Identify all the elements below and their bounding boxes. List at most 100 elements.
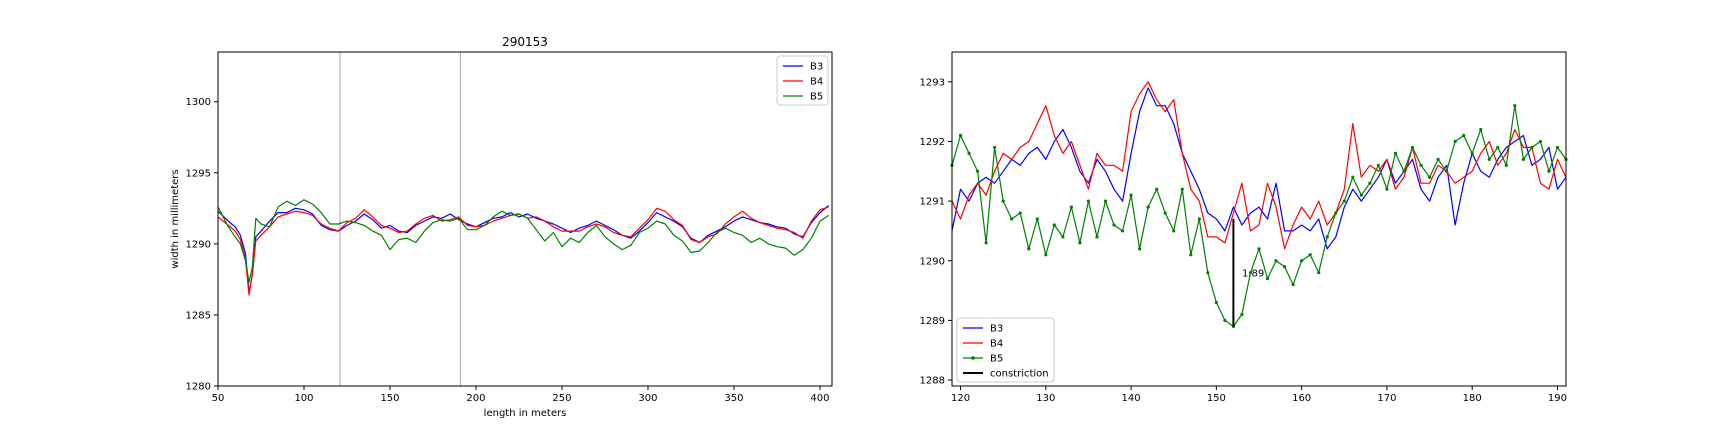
series-point-b5 bbox=[1291, 283, 1295, 287]
series-point-b5 bbox=[1427, 175, 1432, 179]
series-point-b5 bbox=[1368, 181, 1372, 185]
series-point-b5 bbox=[1521, 157, 1525, 161]
x-tick-label: 200 bbox=[466, 393, 485, 404]
y-axis-label: width in millimeters bbox=[170, 169, 181, 268]
series-point-b5 bbox=[1462, 133, 1466, 138]
series-point-b5 bbox=[1419, 163, 1423, 167]
series-point-b5 bbox=[1001, 199, 1005, 203]
series-point-b5 bbox=[1282, 265, 1287, 269]
series-point-b5 bbox=[1325, 235, 1329, 239]
series-point-b5 bbox=[1308, 253, 1312, 257]
series-point-b5 bbox=[1018, 211, 1022, 215]
series-point-b5 bbox=[1044, 253, 1048, 257]
axes-frame bbox=[951, 51, 1567, 387]
series-point-b5 bbox=[1052, 223, 1056, 227]
series-point-b5 bbox=[1334, 211, 1338, 215]
series-point-b5 bbox=[1257, 247, 1261, 251]
series-point-b5 bbox=[1010, 217, 1014, 221]
series-point-b5 bbox=[1086, 199, 1091, 203]
series-point-b5 bbox=[1197, 217, 1201, 221]
y-tick-label: 1291 bbox=[920, 197, 945, 208]
x-tick-label: 400 bbox=[810, 393, 829, 404]
series-point-b5 bbox=[1342, 199, 1346, 203]
y-tick-label: 1295 bbox=[186, 168, 211, 179]
series-point-b5 bbox=[1538, 139, 1543, 144]
x-tick-label: 190 bbox=[1548, 393, 1567, 404]
series-point-b5 bbox=[1359, 193, 1363, 197]
series-point-b5 bbox=[1103, 199, 1108, 203]
y-tick-label: 1290 bbox=[920, 256, 945, 267]
series-line-b5 bbox=[951, 105, 1567, 327]
series-point-b5 bbox=[1172, 229, 1176, 233]
series-point-b5 bbox=[1453, 139, 1457, 144]
x-tick-label: 140 bbox=[1122, 393, 1141, 404]
x-tick-label: 50 bbox=[212, 393, 225, 404]
series-point-b5 bbox=[1410, 145, 1415, 150]
series-point-b5 bbox=[1513, 104, 1517, 108]
y-tick-label: 1300 bbox=[186, 97, 211, 108]
left-chart-panel: 50 100 150 200 250 300 350 400 1280 1285 1290 1295 1… bbox=[170, 35, 833, 419]
series-point-b5 bbox=[975, 169, 980, 173]
chart-title: 290153 bbox=[502, 35, 548, 49]
series-point-b5 bbox=[1078, 241, 1082, 245]
series-point-b5 bbox=[1555, 145, 1560, 150]
x-tick-label: 120 bbox=[951, 393, 970, 404]
series-point-b5 bbox=[1376, 163, 1380, 167]
legend-label-b4: B4 bbox=[810, 77, 823, 88]
series-point-b5 bbox=[1138, 247, 1142, 251]
legend-label-constriction: constriction bbox=[990, 369, 1049, 380]
y-tick-label: 1290 bbox=[186, 239, 211, 250]
series-point-b5 bbox=[1155, 187, 1159, 191]
y-tick-label: 1280 bbox=[186, 382, 211, 393]
series-point-b5 bbox=[1547, 169, 1551, 173]
constriction-annotation: 1.89 bbox=[1242, 269, 1264, 280]
x-axis-label: length in meters bbox=[484, 408, 567, 419]
series-point-b5 bbox=[1274, 259, 1278, 263]
x-tick-label: 350 bbox=[724, 393, 743, 404]
series-point-b5 bbox=[967, 151, 971, 155]
series-point-b5 bbox=[1385, 187, 1389, 191]
y-tick-label: 1293 bbox=[920, 77, 945, 88]
x-tick-label: 160 bbox=[1292, 393, 1311, 404]
series-point-b5 bbox=[993, 145, 997, 150]
series-point-b5 bbox=[1112, 223, 1116, 227]
series-point-b5 bbox=[1206, 271, 1210, 275]
series-point-b5 bbox=[1487, 157, 1491, 161]
legend-label-b5: B5 bbox=[990, 354, 1003, 365]
series-point-b5 bbox=[1120, 229, 1125, 233]
series-point-b5 bbox=[1317, 271, 1321, 275]
series-point-b5 bbox=[1129, 193, 1133, 197]
series-point-b5 bbox=[1163, 211, 1167, 215]
series-line-b3 bbox=[217, 205, 829, 293]
series-point-b5 bbox=[1530, 145, 1534, 150]
legend-label-b3: B3 bbox=[810, 62, 823, 73]
x-tick-label: 250 bbox=[552, 393, 571, 404]
x-tick-label: 170 bbox=[1377, 393, 1396, 404]
series-point-b5 bbox=[1393, 151, 1398, 155]
series-point-b5 bbox=[1445, 169, 1449, 173]
axes-frame bbox=[217, 51, 833, 387]
series-point-b5 bbox=[1504, 163, 1508, 167]
series-point-b5 bbox=[1479, 127, 1483, 132]
y-tick-label: 1288 bbox=[920, 376, 945, 387]
x-tick-label: 100 bbox=[294, 393, 313, 404]
series-point-b5 bbox=[1035, 217, 1039, 221]
series-line-b4 bbox=[951, 81, 1567, 250]
series-point-b5 bbox=[1265, 277, 1270, 281]
legend-marker-b5 bbox=[971, 356, 975, 360]
series-point-b5 bbox=[1214, 300, 1218, 305]
series-point-b5 bbox=[1223, 318, 1227, 322]
y-tick-label: 1285 bbox=[186, 310, 211, 321]
series-line-b5 bbox=[217, 199, 829, 283]
series-point-b5 bbox=[1300, 259, 1304, 263]
legend-box bbox=[956, 317, 1055, 383]
series-point-b5 bbox=[1470, 151, 1474, 155]
series-point-b5 bbox=[1351, 175, 1355, 179]
series-point-b5 bbox=[984, 241, 988, 245]
series-point-b5 bbox=[1402, 169, 1406, 173]
legend-label-b4: B4 bbox=[990, 339, 1003, 350]
series-point-b5 bbox=[1095, 235, 1099, 239]
legend-label-b3: B3 bbox=[990, 324, 1003, 335]
x-tick-label: 180 bbox=[1463, 393, 1482, 404]
